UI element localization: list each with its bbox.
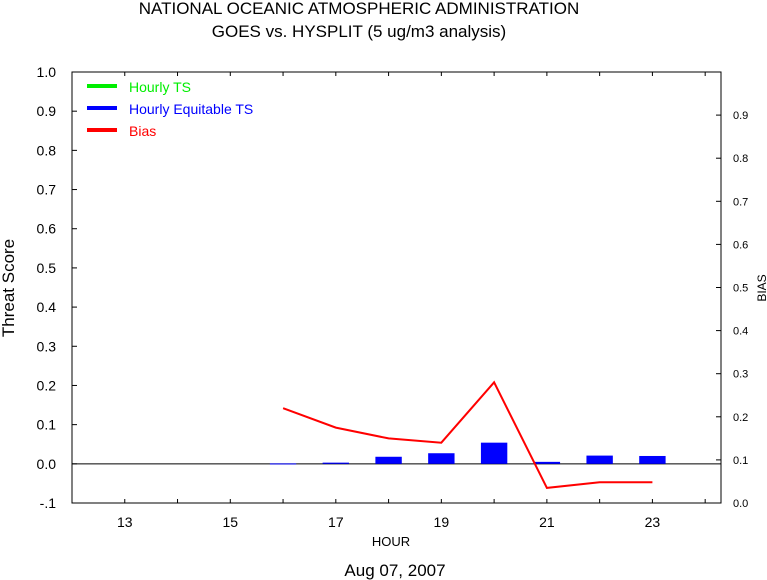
y-tick-label: 0.0: [37, 456, 57, 472]
bias-line: [282, 380, 653, 489]
y2-axis-label: BIAS: [755, 274, 767, 301]
y2-tick-label: 0.7: [733, 196, 748, 208]
x-tick-label: 13: [117, 514, 133, 530]
y2-tick-label: 0.0: [733, 498, 748, 510]
x-tick-label: 19: [434, 514, 450, 530]
bar: [269, 463, 297, 465]
y-tick-label: 0.4: [37, 299, 57, 315]
legend-entry: Bias: [129, 123, 156, 139]
y-tick-label: 0.5: [37, 260, 57, 276]
y2-tick-label: 0.4: [733, 326, 748, 338]
bias-line-layer: [282, 380, 653, 489]
y-tick-label: 0.8: [37, 142, 57, 158]
x-tick-label: 15: [223, 514, 239, 530]
bar: [533, 461, 561, 464]
y2-tick-label: 0.1: [733, 455, 748, 467]
bar: [322, 462, 350, 464]
y-tick-label: 0.3: [37, 338, 57, 354]
chart-subtitle: GOES vs. HYSPLIT (5 ug/m3 analysis): [212, 22, 506, 41]
date-label: Aug 07, 2007: [344, 561, 445, 580]
bar: [375, 456, 402, 464]
legend-entry: Hourly Equitable TS: [129, 101, 253, 117]
y-tick-label: -.1: [40, 495, 57, 511]
y2-tick-label: 0.3: [733, 369, 748, 381]
x-tick-label: 21: [539, 514, 555, 530]
bars-layer: [269, 442, 666, 465]
bar: [586, 455, 613, 464]
legend-entry: Hourly TS: [129, 79, 191, 95]
y-tick-label: 0.2: [37, 377, 57, 393]
x-tick-label: 17: [328, 514, 344, 530]
y-tick-label: 0.9: [37, 103, 57, 119]
y2-tick-label: 0.9: [733, 110, 748, 122]
y2-tick-label: 0.8: [733, 153, 748, 165]
bar: [428, 453, 455, 464]
x-axis-label: HOUR: [372, 534, 410, 549]
y2-tick-label: 0.6: [733, 239, 748, 251]
y2-tick-label: 0.5: [733, 283, 748, 295]
bar: [639, 455, 666, 464]
chart-title: NATIONAL OCEANIC ATMOSPHERIC ADMINISTRAT…: [139, 0, 579, 18]
x-tick-label: 23: [645, 514, 661, 530]
y-tick-label: 0.7: [37, 182, 57, 198]
y-tick-label: 0.6: [37, 221, 57, 237]
y2-tick-label: 0.2: [733, 412, 748, 424]
legend: Hourly TS Hourly Equitable TS Bias: [87, 79, 253, 139]
y-tick-label: 0.1: [37, 417, 57, 433]
y-axis-label: Threat Score: [0, 239, 18, 337]
y-tick-label: 1.0: [37, 64, 57, 80]
bar: [480, 442, 508, 464]
